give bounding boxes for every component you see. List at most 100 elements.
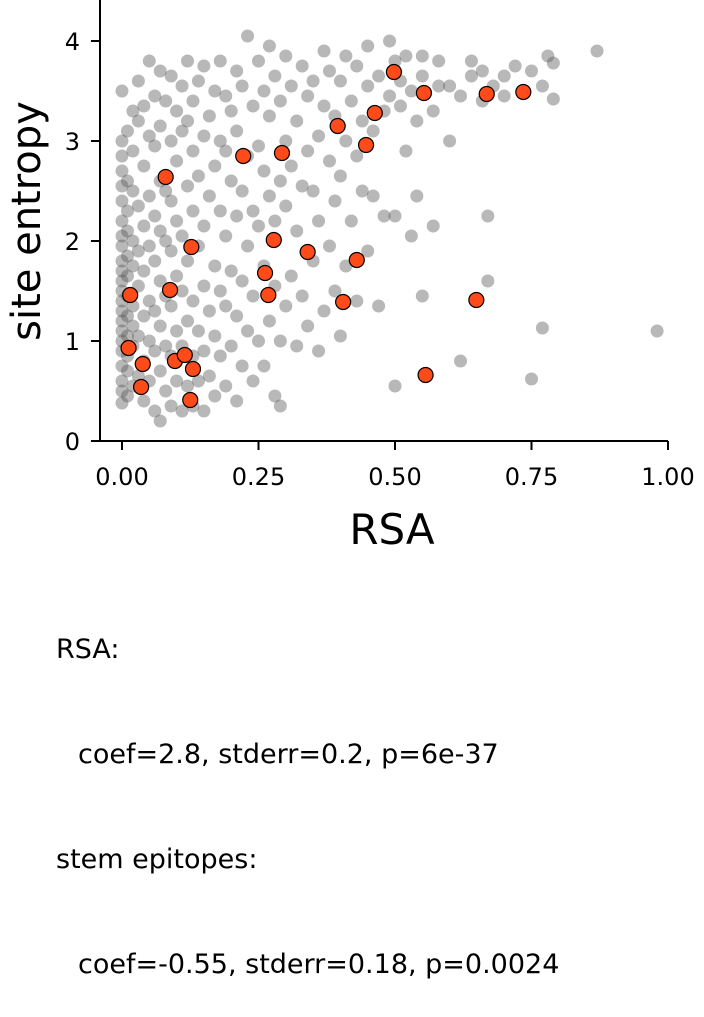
data-point (383, 89, 397, 103)
data-point (148, 209, 162, 223)
stem-epitope-point (478, 85, 495, 103)
data-point (404, 229, 418, 243)
data-point (131, 199, 145, 213)
data-point (372, 299, 386, 313)
data-point (120, 269, 134, 283)
data-point (159, 234, 173, 248)
data-point (197, 404, 211, 418)
data-point (361, 79, 375, 93)
stem-epitope-point (260, 286, 277, 304)
rsa-stats-header: RSA: (56, 634, 120, 665)
data-point (257, 84, 271, 98)
data-point (181, 314, 195, 328)
data-point (372, 69, 386, 83)
data-point (235, 359, 249, 373)
stem-epitope-point (183, 238, 200, 256)
data-point (464, 69, 478, 83)
data-point (181, 379, 195, 393)
stem-epitope-point (329, 117, 346, 135)
data-point (197, 59, 211, 73)
data-point (175, 229, 189, 243)
stem-epitope-point (366, 104, 383, 122)
y-axis-ticks: 0 1 2 3 4 (65, 28, 100, 456)
stem-epitope-point (468, 291, 485, 309)
data-point (383, 34, 397, 48)
data-point (262, 109, 276, 123)
data-point (443, 134, 457, 148)
data-point (213, 284, 227, 298)
data-point (535, 321, 549, 335)
data-point (208, 329, 222, 343)
data-point (120, 389, 134, 403)
data-point (415, 49, 429, 63)
data-point (508, 59, 522, 73)
data-point (312, 214, 326, 228)
data-point (279, 49, 293, 63)
data-point (219, 144, 233, 158)
data-point (366, 189, 380, 203)
data-point (454, 354, 468, 368)
stem-epitope-point (176, 346, 193, 364)
data-point (388, 379, 402, 393)
data-point (252, 334, 265, 348)
data-point (284, 159, 298, 173)
data-point (148, 404, 162, 418)
data-point (339, 49, 353, 63)
data-point (120, 224, 134, 238)
data-point (115, 324, 129, 338)
data-point (170, 374, 184, 388)
stem-epitopes-stats-values: coef=-0.55, stderr=0.18, p=0.0024 (78, 949, 560, 980)
data-point (230, 64, 244, 78)
y-tick-label: 0 (65, 428, 80, 456)
stem-epitope-point (134, 355, 151, 373)
data-point (361, 244, 375, 258)
data-point (535, 79, 549, 93)
data-point (252, 54, 265, 68)
data-point (126, 259, 140, 273)
data-point (197, 129, 211, 143)
data-point (126, 184, 140, 198)
stem-epitope-points-series (120, 63, 532, 409)
stem-epitope-point (348, 251, 365, 269)
data-point (230, 209, 244, 223)
data-point (322, 154, 336, 168)
data-point (230, 124, 244, 138)
data-point (120, 124, 134, 138)
data-point (399, 144, 413, 158)
data-point (481, 274, 495, 288)
data-point (142, 334, 156, 348)
stem-epitope-point (299, 243, 316, 261)
data-point (219, 89, 233, 103)
data-point (191, 169, 205, 183)
data-point (224, 264, 238, 278)
data-point (137, 394, 151, 408)
data-point (115, 384, 129, 398)
data-point (279, 199, 293, 213)
data-point (224, 174, 238, 188)
x-tick-label: 0.25 (232, 463, 285, 491)
data-point (115, 396, 129, 410)
data-point (399, 49, 413, 63)
data-point (525, 64, 538, 78)
data-point (115, 274, 129, 288)
data-point (191, 374, 205, 388)
data-point (115, 229, 129, 243)
data-point (142, 129, 156, 143)
data-point (148, 139, 162, 153)
data-point (344, 214, 358, 228)
stem-epitope-point (184, 360, 202, 378)
data-point (546, 92, 560, 106)
x-axis-ticks: 0.00 0.25 0.50 0.75 1.00 (95, 441, 695, 491)
data-point (279, 134, 293, 148)
data-point (164, 134, 178, 148)
data-point (159, 94, 173, 108)
data-point (153, 274, 167, 288)
data-point (208, 389, 222, 403)
data-point (181, 114, 195, 128)
data-point (153, 364, 167, 378)
data-point (153, 414, 167, 428)
data-point (404, 84, 418, 98)
data-point (126, 144, 140, 158)
data-point (235, 184, 249, 198)
regression-stats: RSA: coef=2.8, stderr=0.2, p=6e-37 stem … (56, 562, 559, 1017)
